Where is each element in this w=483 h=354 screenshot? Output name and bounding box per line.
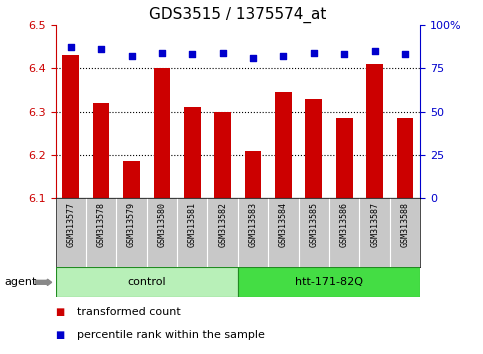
Point [280, 53, 287, 59]
Text: GSM313577: GSM313577 [66, 202, 75, 247]
Bar [184, 107, 200, 198]
Bar [93, 103, 110, 198]
Point [158, 50, 166, 55]
Text: agent: agent [5, 277, 37, 287]
Point [97, 46, 105, 52]
Point [341, 51, 348, 57]
Point [249, 55, 257, 61]
Text: GSM313578: GSM313578 [97, 202, 106, 247]
Point [401, 51, 409, 57]
Text: percentile rank within the sample: percentile rank within the sample [77, 330, 265, 339]
Point [128, 53, 135, 59]
Text: GSM313581: GSM313581 [188, 202, 197, 247]
Point [219, 50, 227, 55]
Text: control: control [128, 277, 166, 287]
Title: GDS3515 / 1375574_at: GDS3515 / 1375574_at [149, 7, 327, 23]
Bar [275, 92, 292, 198]
Bar [305, 98, 322, 198]
Text: GSM313587: GSM313587 [370, 202, 379, 247]
Bar [397, 118, 413, 198]
Point [310, 50, 318, 55]
Text: GSM313584: GSM313584 [279, 202, 288, 247]
Text: GSM313583: GSM313583 [249, 202, 257, 247]
Point [67, 45, 74, 50]
Text: htt-171-82Q: htt-171-82Q [295, 277, 363, 287]
Text: transformed count: transformed count [77, 307, 181, 316]
Text: ■: ■ [56, 307, 65, 316]
Bar [123, 161, 140, 198]
Bar [154, 68, 170, 198]
Text: GSM313579: GSM313579 [127, 202, 136, 247]
FancyBboxPatch shape [56, 267, 238, 297]
Bar [336, 118, 353, 198]
Bar [245, 150, 261, 198]
Bar [366, 64, 383, 198]
Point [188, 51, 196, 57]
Text: GSM313586: GSM313586 [340, 202, 349, 247]
Bar [214, 112, 231, 198]
Bar [62, 55, 79, 198]
Text: GSM313582: GSM313582 [218, 202, 227, 247]
Text: GSM313585: GSM313585 [309, 202, 318, 247]
Text: GSM313580: GSM313580 [157, 202, 167, 247]
Text: GSM313588: GSM313588 [400, 202, 410, 247]
Point [371, 48, 379, 53]
Text: ■: ■ [56, 330, 65, 339]
FancyBboxPatch shape [238, 267, 420, 297]
